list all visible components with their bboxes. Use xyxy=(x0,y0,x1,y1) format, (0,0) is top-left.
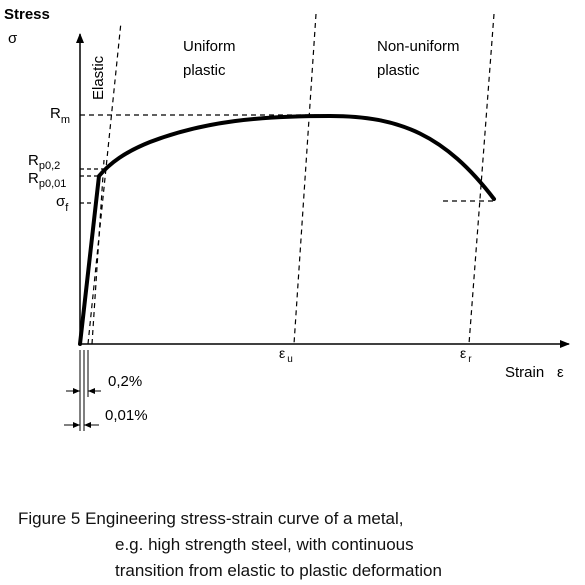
offset-02-label: 0,2% xyxy=(108,373,142,390)
y-axis-label: Stress xyxy=(4,6,50,23)
uniform-label-line1: Uniform xyxy=(183,38,236,55)
uniform-strain-boundary xyxy=(293,13,317,345)
rupture-strain-boundary xyxy=(468,13,495,345)
x-axis-symbol: ε xyxy=(557,364,564,381)
nonuniform-label-line2: plastic xyxy=(377,62,420,79)
offset-001-label: 0,01% xyxy=(105,407,148,424)
sigf-label: σf xyxy=(56,193,69,214)
elastic-line-lower xyxy=(91,159,105,345)
rm-label: Rm xyxy=(50,105,70,126)
nonuniform-label-line1: Non-uniform xyxy=(377,38,460,55)
uniform-label-line2: plastic xyxy=(183,62,226,79)
stress-strain-curve xyxy=(78,114,496,346)
rp02-label: Rp0,2 xyxy=(28,152,60,172)
elastic-label: Elastic xyxy=(90,55,107,100)
y-axis-symbol: σ xyxy=(8,30,18,47)
x-axis-label: Strain xyxy=(505,364,544,381)
caption-line-2: e.g. high strength steel, with continuou… xyxy=(115,535,414,554)
rp001-label: Rp0,01 xyxy=(28,170,66,190)
caption-line-1: Figure 5 Engineering stress-strain curve… xyxy=(18,509,404,528)
caption-line-3: transition from elastic to plastic defor… xyxy=(115,561,442,580)
